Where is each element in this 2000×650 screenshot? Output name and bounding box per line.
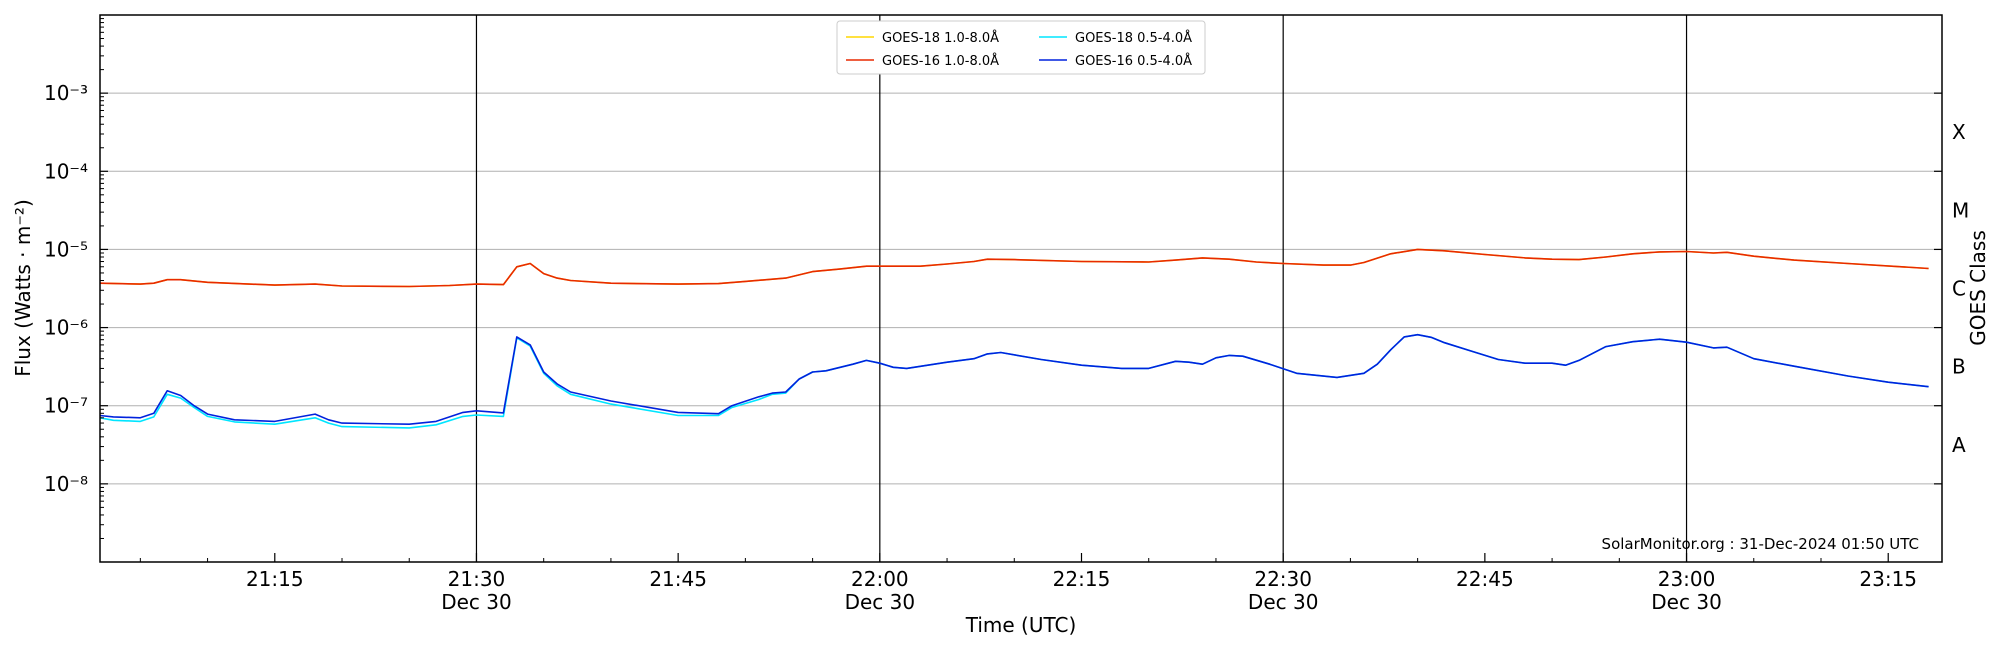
series-line-2 <box>99 248 1929 288</box>
vertical-marker-layer <box>475 15 1688 562</box>
legend-label: GOES-18 0.5-4.0Å <box>1075 30 1192 46</box>
goes-class-label-B: B <box>1952 355 1966 379</box>
goes-class-label-C: C <box>1952 277 1966 301</box>
grid-layer <box>100 92 1942 485</box>
x-tick-date-label: Dec 30 <box>1651 590 1722 614</box>
y-tick-label: 10⁻⁵ <box>44 237 88 261</box>
y-tick-label: 10⁻⁴ <box>44 159 88 183</box>
series-line-4 <box>99 333 1929 426</box>
y-tick-label: 10⁻⁸ <box>44 472 88 496</box>
y-axis-title: Flux (Watts · m⁻²) <box>11 199 35 377</box>
x-tick-date-label: Dec 30 <box>1248 590 1319 614</box>
goes-class-label-A: A <box>1952 433 1966 457</box>
plot-background <box>100 15 1942 562</box>
y-tick-label: 10⁻³ <box>44 81 88 105</box>
legend-label: GOES-18 1.0-8.0Å <box>882 30 999 46</box>
goes-class-axis-title: GOES Class <box>1966 230 1990 346</box>
plot-frame <box>99 14 1943 563</box>
x-tick-label: 23:15 <box>1859 567 1917 591</box>
x-tick-label: 22:45 <box>1456 567 1514 591</box>
x-tick-label: 21:15 <box>246 567 304 591</box>
legend: GOES-18 1.0-8.0Å GOES-16 1.0-8.0Å GOES-18 … <box>836 20 1206 75</box>
x-tick-label: 21:30 <box>448 567 506 591</box>
y-tick-label: 10⁻⁷ <box>44 394 88 418</box>
x-tick-label: 23:00 <box>1658 567 1716 591</box>
x-tick-label: 22:00 <box>851 567 909 591</box>
legend-box <box>836 20 1206 75</box>
x-tick-label: 22:15 <box>1053 567 1111 591</box>
series-layer <box>99 248 1929 429</box>
legend-label: GOES-16 0.5-4.0Å <box>1075 53 1192 69</box>
x-tick-label: 21:45 <box>649 567 707 591</box>
x-tick-label: 22:30 <box>1254 567 1312 591</box>
x-tick-date-label: Dec 30 <box>845 590 916 614</box>
goes-class-label-X: X <box>1952 120 1966 144</box>
goes-class-layer: A B C M X <box>1952 120 1969 457</box>
credit-annotation: SolarMonitor.org : 31-Dec-2024 01:50 UTC <box>1602 535 1919 553</box>
legend-label: GOES-16 1.0-8.0Å <box>882 53 999 69</box>
goes-class-label-M: M <box>1952 198 1969 222</box>
y-tick-label: 10⁻⁶ <box>44 316 88 340</box>
x-axis-title: Time (UTC) <box>965 613 1077 637</box>
x-tick-date-label: Dec 30 <box>441 590 512 614</box>
